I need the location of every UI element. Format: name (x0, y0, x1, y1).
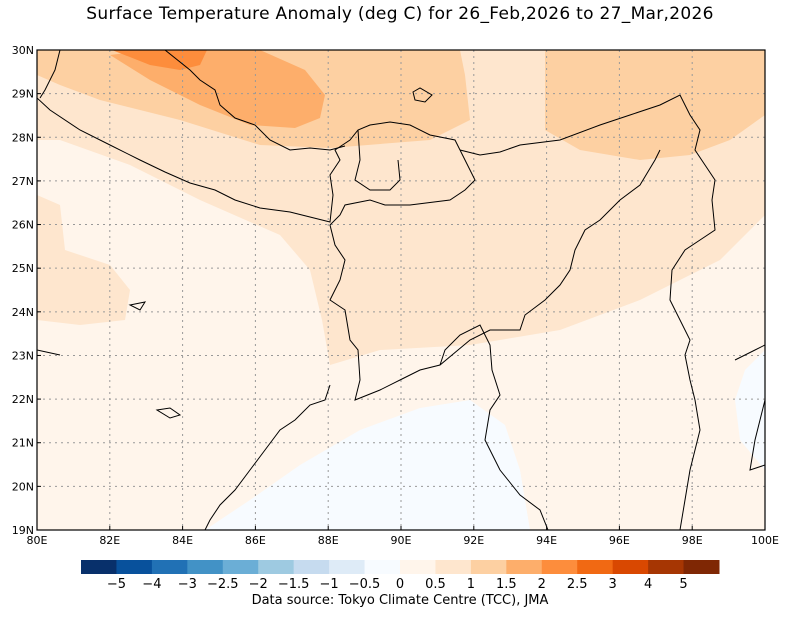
longitude-label: 96E (609, 534, 630, 547)
colorbar (81, 560, 720, 574)
longitude-label: 94E (536, 534, 557, 547)
longitude-label: 98E (682, 534, 703, 547)
colorbar-swatch (683, 560, 720, 574)
latitude-label: 21N (12, 437, 34, 450)
anomaly-0.5-1-region (37, 195, 130, 325)
colorbar-label: −2.5 (207, 577, 239, 592)
latitude-label: 30N (12, 44, 34, 57)
colorbar-swatch (470, 560, 507, 574)
latitude-label: 29N (12, 88, 34, 101)
anomaly-below-0-region (205, 400, 530, 530)
latitude-label: 24N (12, 306, 34, 319)
colorbar-swatch (435, 560, 472, 574)
anomaly-1.5-2-region (110, 50, 325, 128)
longitude-label: 86E (245, 534, 266, 547)
longitude-label: 80E (27, 534, 48, 547)
colorbar-labels: −5 −4 −3 −2.5 −2 −1.5 −1 −0.5 0 0.5 1 1.5 2 2.5 3 4 5 (107, 577, 688, 592)
colorbar-label: 1.5 (496, 577, 517, 592)
latitude-label: 22N (12, 393, 34, 406)
colorbar-swatch (577, 560, 614, 574)
latitude-label: 25N (12, 262, 34, 275)
country-borders (37, 50, 765, 530)
colorbar-swatch (612, 560, 649, 574)
colorbar-label: −3 (178, 577, 197, 592)
colorbar-label: 0.5 (425, 577, 446, 592)
colorbar-label: −5 (107, 577, 126, 592)
colorbar-swatch (258, 560, 295, 574)
longitude-label: 100E (751, 534, 779, 547)
latitude-label: 28N (12, 131, 34, 144)
latitude-label: 26N (12, 219, 34, 232)
colorbar-label: −0.5 (349, 577, 381, 592)
latitude-label: 19N (12, 524, 34, 537)
map-title: Surface Temperature Anomaly (deg C) for … (86, 4, 714, 24)
colorbar-label: 5 (679, 577, 687, 592)
longitude-label: 90E (391, 534, 412, 547)
colorbar-label: −1 (320, 577, 339, 592)
colorbar-swatch (541, 560, 578, 574)
colorbar-label: 3 (609, 577, 617, 592)
colorbar-label: −4 (142, 577, 161, 592)
colorbar-swatch (222, 560, 259, 574)
colorbar-swatch (364, 560, 401, 574)
colorbar-swatch (400, 560, 436, 574)
colorbar-label: 2 (538, 577, 546, 592)
colorbar-swatch (293, 560, 330, 574)
data-source-note: Data source: Tokyo Climate Centre (TCC),… (251, 593, 549, 608)
latitude-label: 27N (12, 175, 34, 188)
longitude-label: 92E (463, 534, 484, 547)
longitude-label: 84E (172, 534, 193, 547)
colorbar-swatch (81, 560, 117, 574)
anomaly-below-0-region (735, 350, 765, 470)
colorbar-swatch (506, 560, 543, 574)
latitude-labels: 30N 29N 28N 27N 26N 25N 24N 23N 22N 21N 20N 19N (12, 44, 41, 537)
gridlines (37, 50, 765, 530)
anomaly-1-1.5-region (545, 50, 765, 160)
colorbar-swatch (648, 560, 685, 574)
latitude-label: 20N (12, 480, 34, 493)
colorbar-label: 0 (396, 577, 404, 592)
colorbar-swatch (329, 560, 366, 574)
colorbar-label: −1.5 (278, 577, 310, 592)
colorbar-swatch (116, 560, 153, 574)
longitude-labels: 80E 82E 84E 86E 88E 90E 92E 94E 96E 98E 100E (27, 526, 779, 547)
latitude-label: 23N (12, 349, 34, 362)
colorbar-label: 1 (467, 577, 475, 592)
colorbar-swatch (187, 560, 224, 574)
longitude-label: 88E (318, 534, 339, 547)
colorbar-label: 2.5 (567, 577, 588, 592)
longitude-label: 82E (99, 534, 120, 547)
colorbar-label: 4 (644, 577, 652, 592)
colorbar-label: −2 (249, 577, 268, 592)
colorbar-swatch (151, 560, 188, 574)
